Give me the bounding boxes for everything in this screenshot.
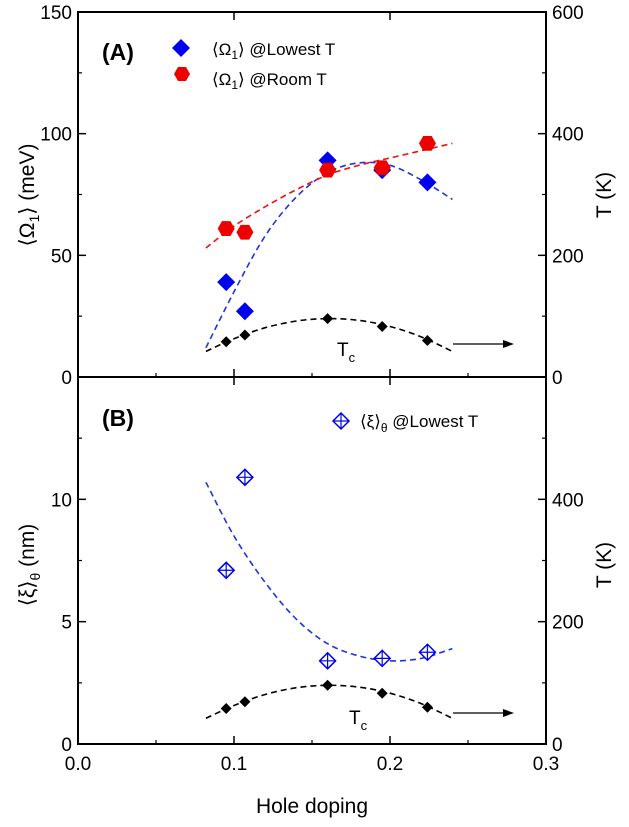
- x-tick-label: 0.2: [377, 754, 403, 775]
- panel-a-series-2-point: [421, 335, 433, 346]
- legend-xi-marker: [331, 411, 351, 431]
- legend-lowest-t-label: ⟨Ω1⟩ @Lowest T: [212, 40, 335, 62]
- panel-b-series-0-point: [318, 651, 337, 670]
- panel-b-series-1-point: [220, 703, 232, 715]
- panel-b-tc-label: Tc: [349, 708, 368, 733]
- panel-a-series-1-point: [217, 221, 235, 236]
- panel-a-frame: [77, 11, 547, 378]
- panel-a-tc-arrow: [453, 340, 514, 348]
- panel-a-y2-tick-label: 400: [552, 125, 584, 146]
- panel-b-fit-curve: [205, 481, 453, 662]
- panel-a-fit-curve: [205, 161, 453, 349]
- panel-a-y2-tick-label: 0: [552, 368, 563, 389]
- x-tick-label: 0.1: [221, 754, 247, 775]
- panel-a: 0 50 100 150 0 200 400 600 (A) ⟨Ω1⟩ @Lowest T ⟨…: [16, 3, 616, 389]
- x-axis-title: Hole doping: [256, 795, 368, 818]
- panel-b-ylabel: ⟨ξ⟩θ (nm): [16, 524, 43, 607]
- panel-b-series-0-point: [235, 468, 254, 487]
- panel-a-series-1-point: [319, 162, 337, 178]
- panel-a-series-2-point: [376, 321, 388, 333]
- panel-a-points: [217, 136, 437, 348]
- x-tick-label: 0.3: [533, 754, 559, 775]
- x-tick-label: 0.0: [65, 754, 91, 775]
- panel-a-series-0-point: [235, 302, 254, 321]
- legend-room-t-label: ⟨Ω1⟩ @Room T: [212, 70, 327, 92]
- panel-b-legend: ⟨ξ⟩θ @Lowest T: [331, 411, 478, 435]
- panel-b-series-0-point: [418, 643, 437, 662]
- panel-a-y2label: T (K): [593, 172, 616, 218]
- panel-a-y-tick-label: 100: [40, 125, 72, 146]
- panel-b-series-1-point: [421, 701, 433, 713]
- panel-b-y2-tick-label: 200: [552, 613, 584, 634]
- panel-a-y2-tick-label: 200: [552, 246, 584, 267]
- panel-b-y2-tick-label: 400: [552, 490, 584, 511]
- panel-a-series-0-point: [217, 273, 236, 292]
- panel-b-y-tick-label: 10: [51, 490, 72, 511]
- panel-a-series-1-point: [418, 136, 436, 151]
- panel-a-series-1-point: [373, 160, 391, 176]
- legend-lowest-t-marker: [172, 39, 190, 57]
- panel-a-y-tick-label: 50: [51, 246, 72, 267]
- panel-a-series-0-point: [418, 173, 437, 192]
- panel-a-y-tick-label: 0: [61, 368, 72, 389]
- panel-b-series-1-point: [239, 696, 251, 708]
- legend-xi-label: ⟨ξ⟩θ @Lowest T: [360, 412, 478, 435]
- panel-b-series-0-point: [373, 649, 392, 668]
- panel-a-ylabel: ⟨Ω1⟩ (meV): [16, 144, 42, 247]
- panel-b-frame: [77, 376, 547, 745]
- panel-a-label: (A): [102, 39, 134, 65]
- panel-a-ticks: 0 50 100 150 0 200 400 600: [40, 3, 583, 389]
- panel-a-series-2-point: [322, 313, 334, 325]
- panel-b-y2-tick-label: 0: [552, 735, 563, 756]
- panel-a-series-2-point: [220, 336, 232, 348]
- panel-a-series-2-point: [239, 329, 251, 341]
- panel-a-series-1-point: [236, 224, 254, 240]
- panel-b-y-tick-label: 0: [61, 735, 72, 756]
- panel-b-series-0-point: [217, 561, 236, 580]
- panel-a-y-tick-label: 150: [40, 3, 72, 24]
- panel-b-y-tick-label: 5: [61, 613, 72, 634]
- panel-a-legend: ⟨Ω1⟩ @Lowest T ⟨Ω1⟩ @Room T: [172, 39, 335, 92]
- panel-b-points: [217, 468, 437, 715]
- panel-a-y2-tick-label: 600: [552, 3, 584, 24]
- panel-a-tc-label: Tc: [337, 340, 356, 365]
- legend-room-t-marker: [174, 67, 190, 81]
- panel-b-label: (B): [102, 405, 134, 431]
- panel-b-series-1-point: [376, 687, 388, 699]
- panel-b-tc-arrow: [453, 709, 514, 717]
- panel-b-y2label: T (K): [593, 542, 616, 588]
- panel-b-series-1-point: [322, 679, 334, 691]
